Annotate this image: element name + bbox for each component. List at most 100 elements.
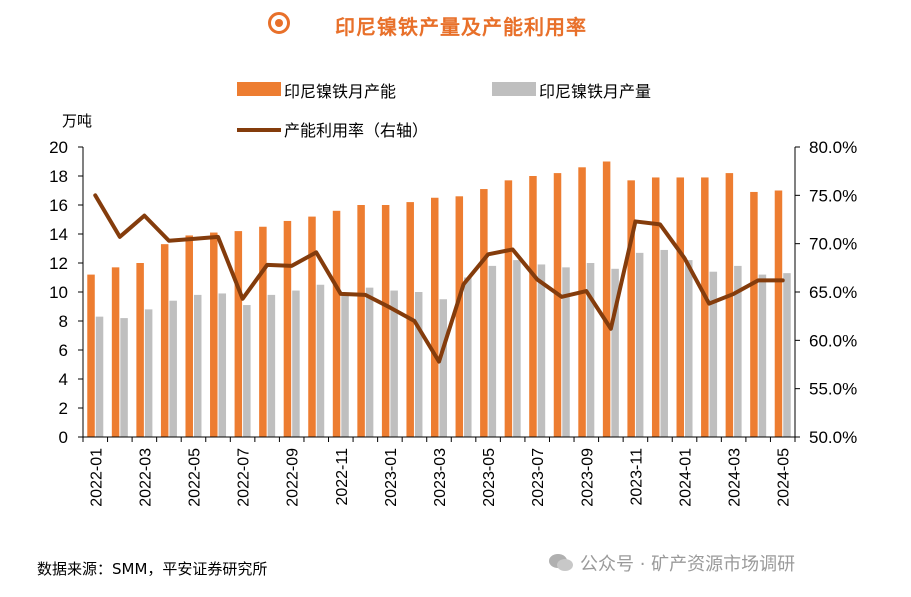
watermark-text: 公众号 · 矿产资源市场调研 [580, 554, 796, 575]
output-bar-2022-04 [169, 300, 177, 437]
output-bar-2024-03 [734, 265, 742, 437]
capacity-bars [87, 161, 783, 438]
output-bar-2024-05 [783, 273, 791, 437]
right-tick-label: 75.0% [809, 186, 857, 205]
capacity-bar-2022-01 [87, 274, 95, 437]
legend-swatch-output [492, 82, 536, 96]
left-tick-label: 12 [49, 254, 68, 273]
output-bar-2023-12 [660, 249, 668, 437]
capacity-bar-2022-10 [308, 216, 316, 437]
left-tick-label: 2 [59, 399, 68, 418]
output-bar-2022-12 [365, 287, 374, 437]
capacity-bar-2024-05 [774, 190, 783, 437]
capacity-bar-2023-03 [431, 197, 439, 437]
output-bar-2023-10 [611, 268, 619, 437]
legend-label-output: 印尼镍铁月产量 [539, 82, 651, 101]
output-bar-2022-09 [292, 290, 300, 437]
source-note: 数据来源：SMM，平安证券研究所 [37, 560, 268, 578]
left-tick-label: 8 [59, 312, 68, 331]
output-bar-2022-02 [120, 318, 128, 437]
right-tick-label: 50.0% [809, 428, 857, 447]
capacity-bar-2023-07 [529, 176, 537, 437]
output-bar-2022-05 [193, 294, 202, 437]
output-bar-2022-03 [144, 309, 153, 437]
x-tick-label: 2022-03 [137, 448, 154, 507]
x-tick-label: 2023-01 [383, 448, 400, 507]
right-axis-ticks: 50.0% 55.0% 60.0% 65.0% 70.0% 75.0% 80.0% [795, 138, 857, 447]
legend-label-capacity: 印尼镍铁月产能 [284, 82, 396, 101]
legend-label-utilization: 产能利用率（右轴） [284, 121, 428, 140]
capacity-bar-2024-01 [676, 177, 685, 437]
x-tick-label: 2023-03 [432, 448, 449, 507]
capacity-bar-2022-02 [111, 267, 120, 437]
output-bar-2023-02 [414, 292, 423, 437]
title-bar: 印尼镍铁产量及产能利用率 [0, 0, 911, 50]
x-tick-label: 2022-11 [334, 448, 351, 506]
left-tick-label: 18 [49, 167, 68, 186]
legend-swatch-capacity [237, 82, 281, 96]
capacity-bar-2022-11 [332, 210, 341, 437]
left-axis-ticks: 0 2 4 6 8 10 12 14 16 18 20 [49, 138, 83, 447]
right-tick-label: 60.0% [809, 331, 857, 350]
output-bar-2023-06 [513, 260, 521, 437]
left-tick-label: 0 [59, 428, 68, 447]
x-tick-label: 2022-07 [236, 448, 253, 507]
capacity-bar-2022-12 [357, 205, 365, 437]
capacity-bar-2023-04 [455, 196, 464, 437]
chart-title: 印尼镍铁产量及产能利用率 [335, 15, 587, 39]
output-bar-2023-09 [586, 263, 595, 437]
output-bar-2023-11 [635, 252, 644, 437]
right-tick-label: 80.0% [809, 138, 857, 157]
x-tick-label: 2023-09 [579, 448, 596, 507]
output-bar-2024-02 [709, 271, 718, 437]
output-bar-2022-07 [243, 305, 251, 437]
right-tick-label: 70.0% [809, 235, 857, 254]
output-bar-2024-01 [685, 260, 693, 437]
wechat-icon [549, 554, 573, 571]
left-tick-label: 4 [59, 370, 68, 389]
legend: 印尼镍铁月产能 印尼镍铁月产量 产能利用率（右轴） [237, 82, 651, 140]
capacity-bar-2023-10 [602, 161, 611, 437]
left-tick-label: 6 [59, 341, 68, 360]
output-bar-2023-07 [537, 264, 546, 437]
capacity-bar-2023-06 [504, 180, 513, 437]
left-tick-label: 14 [49, 225, 68, 244]
capacity-bar-2022-03 [136, 263, 144, 437]
output-bar-2023-03 [439, 299, 447, 437]
right-tick-label: 55.0% [809, 380, 857, 399]
x-tick-label: 2024-05 [776, 448, 793, 507]
output-bar-2022-06 [218, 293, 227, 437]
left-tick-label: 10 [49, 283, 68, 302]
output-bar-2023-04 [464, 277, 472, 437]
x-tick-label: 2023-11 [628, 448, 645, 506]
x-tick-label: 2024-01 [678, 448, 695, 507]
output-bar-2022-11 [341, 293, 349, 437]
x-tick-label: 2022-09 [285, 448, 302, 507]
capacity-bar-2022-07 [234, 231, 243, 437]
output-bar-2024-04 [758, 274, 767, 437]
x-tick-label: 2023-05 [481, 448, 498, 507]
capacity-bar-2023-08 [553, 173, 562, 437]
capacity-bar-2023-05 [480, 189, 488, 437]
output-bar-2023-08 [562, 267, 570, 437]
capacity-bar-2022-05 [185, 235, 193, 437]
output-bar-2022-01 [95, 316, 104, 437]
capacity-bar-2023-11 [627, 180, 635, 437]
output-bar-2023-05 [488, 265, 497, 437]
capacity-bar-2024-04 [750, 191, 758, 437]
x-tick-label: 2022-05 [186, 448, 203, 507]
left-tick-label: 20 [49, 138, 68, 157]
utilization-line [93, 193, 785, 364]
right-tick-label: 65.0% [809, 283, 857, 302]
left-axis-unit: 万吨 [62, 112, 92, 130]
capacity-bar-2022-08 [259, 226, 267, 437]
x-tick-label: 2024-03 [727, 448, 744, 507]
output-bar-2022-10 [316, 284, 325, 437]
capacity-bar-2022-04 [160, 244, 169, 437]
capacity-bar-2022-09 [283, 220, 292, 437]
capacity-bar-2022-06 [210, 232, 218, 437]
capacity-bar-2024-03 [725, 173, 734, 437]
output-bar-2023-01 [390, 290, 398, 437]
target-icon [268, 12, 290, 34]
output-bar-2022-08 [267, 294, 276, 437]
